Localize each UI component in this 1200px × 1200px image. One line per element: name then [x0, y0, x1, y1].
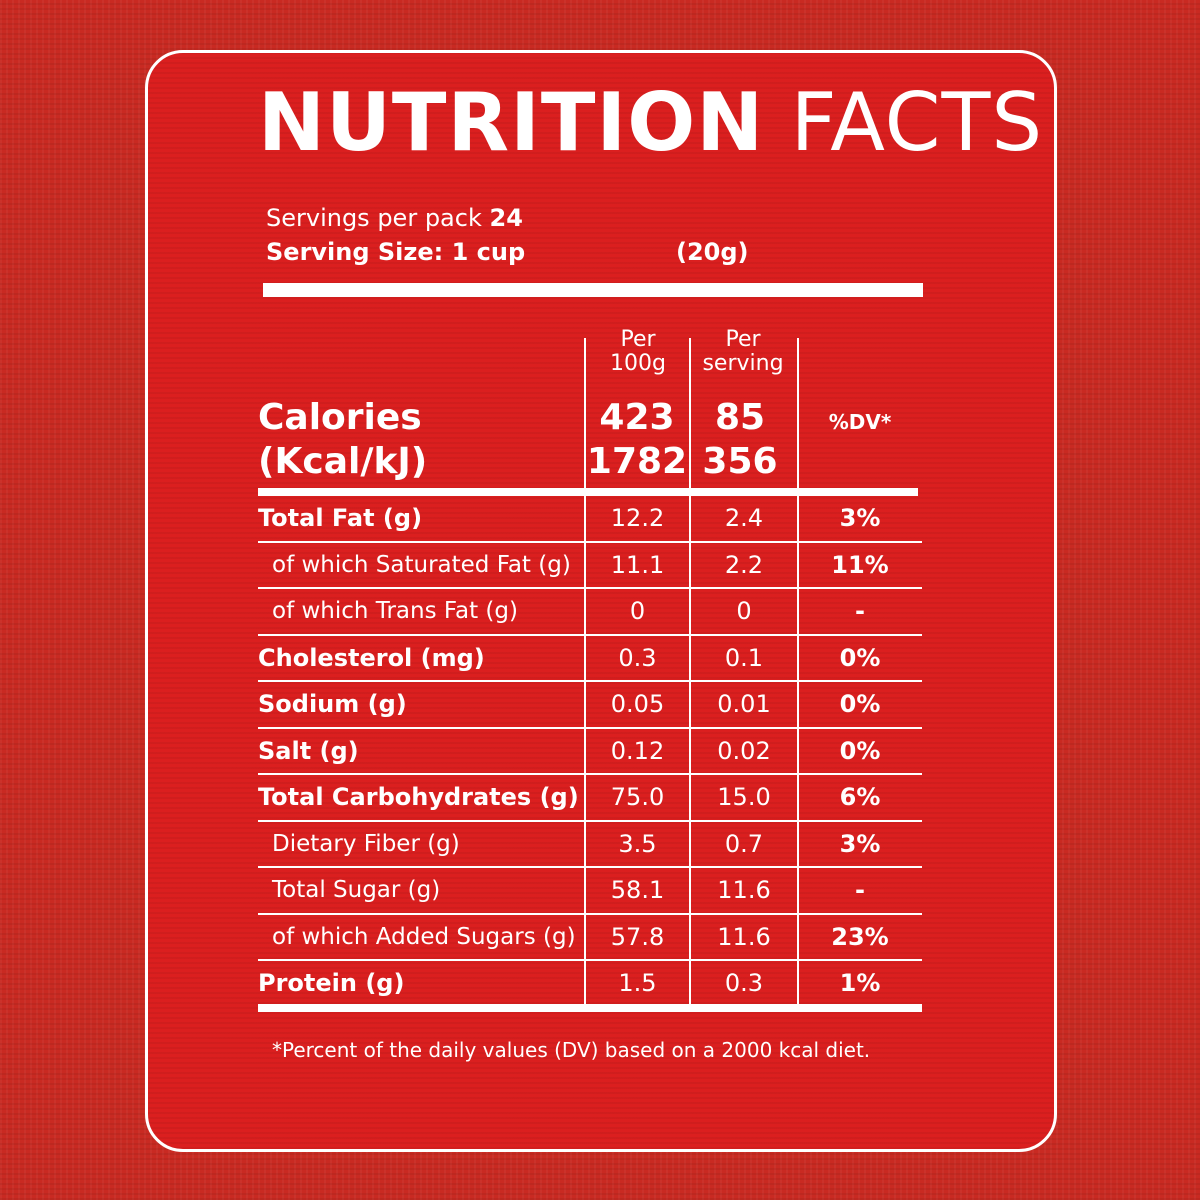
table-row: Sodium (g) 0.05 0.01 0%	[258, 682, 922, 729]
value-per-100g: 58.1	[610, 876, 665, 905]
page-title: NUTRITION FACTS	[258, 78, 1043, 168]
value-per-serving: 0	[736, 597, 752, 626]
value-per-100g: 0.3	[618, 643, 657, 672]
table-row: Salt (g) 0.12 0.02 0%	[258, 729, 922, 775]
table-row: of which Saturated Fat (g) 11.1 2.2 11%	[258, 543, 922, 589]
serving-weight: (20g)	[676, 238, 749, 266]
table-row: of which Trans Fat (g) 0 0 -	[258, 589, 922, 636]
dv-header: %DV*	[828, 410, 892, 434]
calories-per-serving: 85 356	[690, 396, 790, 484]
nutrient-table: Total Fat (g) 12.2 2.4 3% of which Saturated…	[258, 496, 922, 1006]
nutrient-label: of which Trans Fat (g)	[272, 598, 518, 625]
value-per-100g: 0	[629, 597, 646, 626]
servings-value: 24	[489, 204, 523, 232]
title-bold: NUTRITION	[258, 76, 765, 169]
kj: 356	[702, 441, 778, 482]
kcal: 85	[714, 397, 766, 438]
value-per-100g: 3.5	[618, 829, 657, 858]
header-line: Per	[620, 327, 656, 352]
value-dv: 3%	[839, 504, 881, 533]
value-per-100g: 0.12	[610, 736, 665, 765]
value-dv: 6%	[839, 783, 881, 812]
kcal: 423	[599, 397, 675, 438]
nutrient-label: Sodium (g)	[258, 690, 407, 719]
value-per-serving: 11.6	[717, 922, 771, 951]
calories-line: Calories	[258, 397, 422, 438]
nutrient-label: Dietary Fiber (g)	[272, 830, 460, 857]
table-row: of which Added Sugars (g) 57.8 11.6 23%	[258, 915, 922, 961]
value-dv: 3%	[839, 829, 881, 858]
value-per-100g: 1.5	[618, 969, 657, 998]
header-line: 100g	[610, 351, 666, 376]
value-per-100g: 11.1	[610, 550, 665, 579]
table-row: Total Fat (g) 12.2 2.4 3%	[258, 496, 922, 543]
column-divider	[689, 338, 691, 1006]
serving-size: Serving Size: 1 cup	[266, 238, 526, 266]
divider-thick	[258, 488, 918, 496]
value-dv: 0%	[839, 736, 881, 765]
servings-per-pack: Servings per pack 24	[266, 204, 523, 232]
calories-label: Calories (Kcal/kJ)	[258, 396, 427, 484]
value-dv: 11%	[831, 550, 889, 579]
table-row: Total Carbohydrates (g) 75.0 15.0 6%	[258, 775, 922, 822]
value-per-serving: 0.3	[724, 969, 764, 998]
calories-unit: (Kcal/kJ)	[258, 441, 428, 482]
table-row: Cholesterol (mg) 0.3 0.1 0%	[258, 636, 922, 682]
nutrient-label: of which Saturated Fat (g)	[272, 551, 571, 578]
column-divider	[584, 338, 586, 1006]
nutrient-label: of which Added Sugars (g)	[272, 923, 576, 950]
kj: 1782	[586, 441, 688, 482]
value-per-100g: 75.0	[610, 783, 665, 812]
value-per-serving: 0.02	[717, 736, 771, 765]
value-per-100g: 12.2	[610, 504, 665, 533]
header-per-100g: Per 100g	[586, 328, 690, 376]
nutrition-panel	[145, 50, 1057, 1152]
value-per-serving: 0.7	[724, 829, 764, 858]
nutrient-label: Total Carbohydrates (g)	[258, 783, 579, 812]
header-line: Per	[725, 327, 761, 352]
value-per-serving: 2.4	[724, 504, 764, 533]
value-dv: 1%	[839, 969, 881, 998]
nutrient-label: Protein (g)	[258, 969, 405, 998]
divider-thick	[258, 1004, 922, 1012]
value-per-serving: 15.0	[717, 783, 771, 812]
value-per-serving: 2.2	[724, 550, 764, 579]
footnote: *Percent of the daily values (DV) based …	[272, 1038, 871, 1062]
divider-thick	[263, 283, 923, 297]
value-dv: 23%	[831, 922, 889, 951]
value-dv: -	[855, 876, 865, 905]
header-line: serving	[702, 351, 784, 376]
value-per-serving: 0.01	[717, 690, 771, 719]
title-light: FACTS	[790, 76, 1044, 169]
table-row: Dietary Fiber (g) 3.5 0.7 3%	[258, 822, 922, 868]
calories-per-100g: 423 1782	[584, 396, 690, 484]
value-per-serving: 0.1	[724, 643, 764, 672]
table-row: Total Sugar (g) 58.1 11.6 -	[258, 868, 922, 915]
header-per-serving: Per serving	[691, 328, 795, 376]
value-dv: -	[855, 597, 865, 626]
nutrient-label: Cholesterol (mg)	[258, 643, 485, 672]
column-divider	[797, 338, 799, 1006]
value-per-100g: 57.8	[610, 922, 665, 951]
value-per-100g: 0.05	[610, 690, 665, 719]
table-row: Protein (g) 1.5 0.3 1%	[258, 961, 922, 1006]
value-dv: 0%	[839, 643, 881, 672]
value-per-serving: 11.6	[717, 876, 771, 905]
nutrient-label: Total Sugar (g)	[272, 877, 441, 904]
nutrient-label: Total Fat (g)	[258, 504, 423, 533]
nutrient-label: Salt (g)	[258, 736, 359, 765]
value-dv: 0%	[839, 690, 881, 719]
servings-label: Servings per pack	[266, 204, 482, 232]
